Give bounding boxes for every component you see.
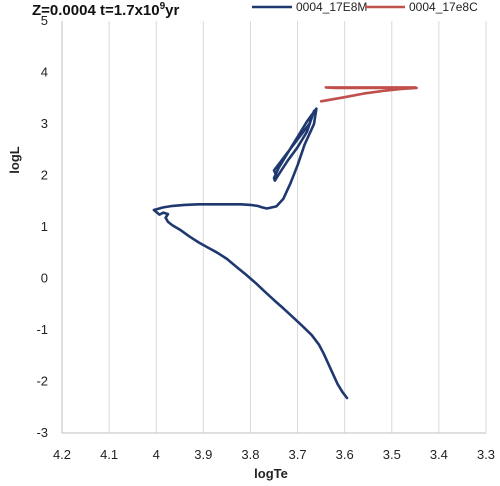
chart-title-suffix: yr [165, 2, 179, 19]
chart-title: Z=0.0004 t=1.7x109yr [32, 1, 180, 19]
plot-axes [61, 21, 486, 434]
x-tick-labels: 4.2 4.1 4 3.9 3.8 3.7 3.6 3.5 3.4 3.3 [53, 447, 495, 462]
x-axis-title: logTe [254, 466, 288, 481]
y-tick-label: -3 [36, 425, 48, 440]
legend: 0004_17E8M 0004_17e8C [252, 0, 478, 14]
x-tick-label: 3.8 [241, 447, 259, 462]
data-series [152, 86, 419, 400]
y-tick-label: -2 [36, 374, 48, 389]
legend-label-2: 0004_17e8C [409, 0, 478, 14]
x-tick-label: 3.5 [383, 447, 401, 462]
x-tick-label: 3.7 [289, 447, 307, 462]
chart-title-main: Z=0.0004 t=1.7x10 [32, 2, 160, 19]
x-tick-label: 4 [153, 447, 160, 462]
series-line-1 [152, 107, 349, 400]
y-tick-label: 0 [41, 271, 48, 286]
y-axis-title: logL [7, 146, 22, 173]
y-tick-label: 2 [41, 168, 48, 183]
x-tick-label: 3.6 [336, 447, 354, 462]
y-tick-label: -1 [36, 322, 48, 337]
x-tick-label: 4.1 [100, 447, 118, 462]
y-tick-label: 5 [41, 13, 48, 28]
legend-label-1: 0004_17E8M [296, 0, 367, 14]
x-tick-label: 3.3 [477, 447, 495, 462]
y-tick-label: 4 [41, 65, 48, 80]
y-tick-labels: 5 4 3 2 1 0 -1 -2 -3 [36, 13, 48, 440]
y-tick-label: 1 [41, 219, 48, 234]
x-tick-label: 3.9 [194, 447, 212, 462]
y-tick-label: 3 [41, 116, 48, 131]
chart-title-exponent: 9 [160, 1, 166, 12]
x-tick-label: 4.2 [53, 447, 71, 462]
x-tick-label: 3.4 [430, 447, 448, 462]
series-line-2 [319, 86, 419, 103]
